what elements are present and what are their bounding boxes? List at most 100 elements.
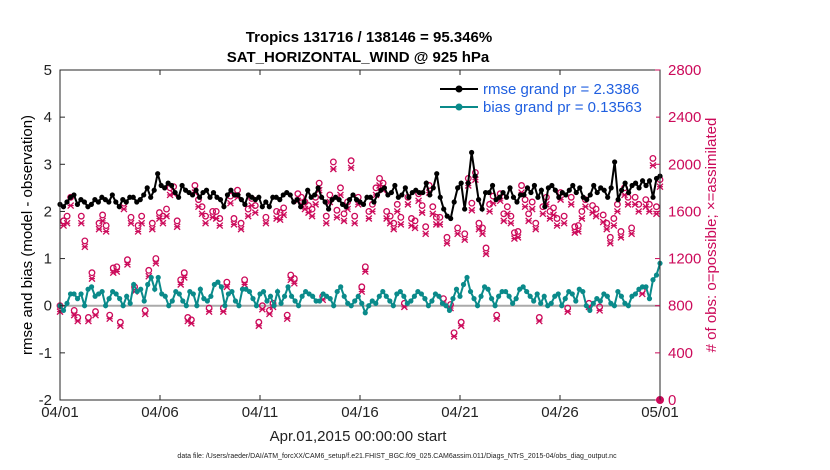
bias-point: [117, 296, 123, 302]
obs-possible-marker: [432, 213, 440, 221]
bias-point: [531, 298, 537, 304]
bias-point: [222, 303, 228, 309]
bias-point: [541, 293, 547, 299]
obs-assimilated-marker: [450, 332, 458, 340]
bias-point: [653, 272, 660, 278]
bias-point: [478, 293, 484, 299]
rmse-point: [626, 189, 632, 196]
rmse-point: [312, 192, 318, 198]
obs-possible-marker: [212, 207, 220, 215]
obs-possible-marker: [340, 210, 348, 218]
rmse-point: [381, 185, 388, 191]
rmse-point: [350, 192, 356, 198]
y-tick-label-right: 1200: [668, 251, 701, 268]
bias-point: [338, 284, 344, 290]
rmse-point: [64, 199, 70, 205]
bias-point: [443, 303, 449, 309]
bias-series: [57, 260, 663, 316]
x-tick-label: 04/26: [541, 404, 579, 421]
x-axis-label: Apr.01,2015 00:00:00 start: [270, 428, 448, 445]
y-axis-left: -2 -1 0 1 2 3 4 5: [39, 62, 65, 409]
bias-point: [232, 298, 239, 304]
rmse-point: [130, 194, 136, 200]
rmse-point: [399, 192, 405, 198]
y-tick-label-right: 2400: [668, 109, 701, 126]
rmse-point: [141, 192, 147, 198]
rmse-point: [591, 182, 597, 189]
obs-possible-marker: [173, 217, 181, 225]
rmse-point: [451, 199, 457, 205]
bias-point: [362, 310, 368, 316]
obs-assimilated-marker: [635, 207, 643, 215]
rmse-point: [172, 189, 178, 196]
obs-possible-marker: [297, 193, 305, 201]
obs-assimilated-marker: [329, 165, 337, 173]
bias-point: [278, 300, 284, 306]
bias-point: [64, 300, 70, 306]
rmse-point: [476, 197, 482, 203]
obs-assimilated-marker: [283, 315, 291, 323]
obs-possible-marker: [454, 224, 462, 232]
obs-assimilated-marker: [280, 211, 288, 219]
bias-point: [580, 288, 586, 295]
bias-point: [327, 296, 333, 302]
bias-point: [513, 296, 519, 302]
bias-point: [527, 293, 533, 299]
obs-assimilated-marker: [244, 212, 252, 220]
bias-point: [141, 298, 147, 304]
obs-possible-marker: [280, 204, 288, 212]
bias-point: [555, 291, 561, 297]
obs-possible-marker: [578, 207, 586, 215]
rmse-point: [189, 192, 196, 198]
obs-assimilated-marker: [454, 230, 462, 238]
obs-assimilated-marker: [322, 219, 330, 227]
obs-assimilated-marker: [216, 222, 224, 230]
rmse-point: [615, 197, 621, 203]
obs-assimilated-marker: [230, 220, 238, 228]
y-axis-label-right: # of obs: o=possible; ×=assimilated: [703, 118, 720, 353]
rmse-point: [594, 189, 600, 196]
obs-possible-marker: [468, 199, 476, 207]
rmse-point: [193, 187, 199, 193]
rmse-point: [203, 187, 210, 193]
obs-assimilated-marker: [347, 164, 355, 172]
obs-possible-marker: [347, 157, 355, 165]
bias-point: [510, 300, 516, 306]
bias-point: [587, 307, 593, 314]
legend-bias-label: bias grand pr = 0.13563: [483, 99, 642, 116]
obs-possible-marker: [386, 212, 394, 220]
obs-assimilated-marker: [603, 225, 611, 233]
obs-possible-marker: [230, 215, 238, 222]
rmse-point: [434, 171, 440, 177]
obs-assimilated-marker: [486, 207, 494, 215]
rmse-point: [294, 197, 300, 203]
obs-assimilated-marker: [63, 219, 71, 227]
rmse-point: [305, 187, 311, 193]
rmse-point: [322, 199, 328, 205]
y-axis-label: rmse and bias (model - observation): [19, 115, 36, 355]
obs-possible-marker: [287, 271, 295, 279]
y-tick-label-right: 2000: [668, 156, 701, 173]
x-tick-label: 04/11: [242, 404, 278, 421]
bias-point: [429, 298, 435, 304]
rmse-point: [116, 204, 122, 210]
obs-assimilated-marker: [436, 220, 444, 228]
obs-possible-marker: [475, 219, 483, 227]
y-tick-label: 5: [44, 62, 52, 79]
rmse-point: [538, 187, 544, 193]
rmse-point: [503, 194, 510, 200]
obs-assimilated-marker: [429, 210, 437, 218]
rmse-point: [528, 189, 534, 196]
obs-possible-marker: [603, 219, 611, 227]
obs-assimilated-marker: [237, 225, 245, 233]
obs-assimilated-marker: [205, 308, 213, 316]
bias-point: [267, 293, 274, 299]
rmse-point: [535, 194, 541, 200]
bias-point: [310, 293, 316, 299]
bias-point: [190, 291, 196, 297]
bias-point: [506, 293, 512, 299]
rmse-point: [371, 199, 377, 205]
bias-point: [632, 291, 639, 297]
rmse-point: [489, 182, 496, 189]
